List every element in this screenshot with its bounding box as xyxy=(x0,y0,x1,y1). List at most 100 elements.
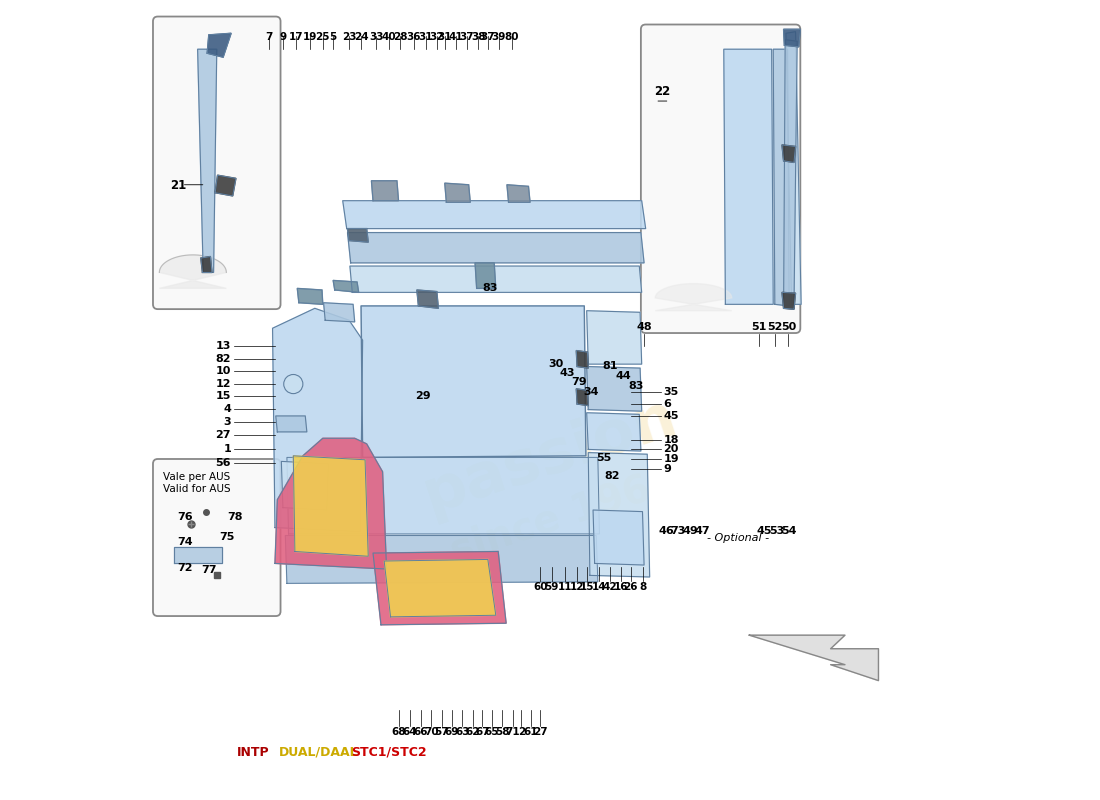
Text: 50: 50 xyxy=(781,322,796,332)
Text: 14: 14 xyxy=(592,582,606,592)
Text: 12: 12 xyxy=(216,379,231,389)
Polygon shape xyxy=(285,535,597,583)
Polygon shape xyxy=(773,50,789,306)
Text: 51: 51 xyxy=(751,322,767,332)
Text: 9: 9 xyxy=(279,32,286,42)
Text: 8: 8 xyxy=(640,582,647,592)
FancyBboxPatch shape xyxy=(153,17,280,309)
FancyBboxPatch shape xyxy=(641,25,801,333)
Polygon shape xyxy=(282,462,329,510)
Text: 76: 76 xyxy=(177,511,192,522)
Text: 28: 28 xyxy=(393,32,407,42)
Text: 52: 52 xyxy=(767,322,782,332)
Text: 57: 57 xyxy=(434,727,449,738)
Text: 43: 43 xyxy=(560,368,575,378)
Text: 45: 45 xyxy=(663,411,679,421)
Text: 69: 69 xyxy=(444,727,459,738)
Text: passion: passion xyxy=(416,387,684,525)
Polygon shape xyxy=(350,266,641,292)
Text: 27: 27 xyxy=(534,727,548,738)
Polygon shape xyxy=(507,185,530,202)
Text: 78: 78 xyxy=(227,511,243,522)
Text: 1: 1 xyxy=(223,445,231,454)
Text: 5: 5 xyxy=(330,32,337,42)
Text: 46: 46 xyxy=(659,526,674,536)
Polygon shape xyxy=(275,438,386,569)
Text: 40: 40 xyxy=(382,32,396,42)
Text: 7: 7 xyxy=(266,32,273,42)
Text: 42: 42 xyxy=(603,582,617,592)
Text: Vale per AUS: Vale per AUS xyxy=(163,472,230,482)
Text: DUAL/DAAL: DUAL/DAAL xyxy=(279,746,359,759)
Text: 12: 12 xyxy=(570,582,584,592)
Text: 39: 39 xyxy=(492,32,506,42)
Text: 58: 58 xyxy=(495,727,509,738)
Polygon shape xyxy=(343,201,646,229)
Polygon shape xyxy=(384,559,496,617)
Polygon shape xyxy=(444,183,471,202)
Text: 66: 66 xyxy=(414,727,428,738)
Polygon shape xyxy=(201,257,212,273)
Text: 61: 61 xyxy=(524,727,538,738)
Polygon shape xyxy=(273,308,363,531)
Text: 23: 23 xyxy=(342,32,356,42)
Text: 4: 4 xyxy=(223,404,231,414)
Text: 55: 55 xyxy=(596,453,612,463)
Text: 20: 20 xyxy=(663,445,679,454)
Text: 74: 74 xyxy=(177,537,192,547)
Text: 63: 63 xyxy=(455,727,470,738)
Text: 70: 70 xyxy=(424,727,439,738)
Polygon shape xyxy=(216,175,235,196)
Text: 47: 47 xyxy=(694,526,711,536)
Polygon shape xyxy=(724,50,773,304)
Polygon shape xyxy=(323,302,354,322)
Polygon shape xyxy=(749,635,879,681)
Text: 36: 36 xyxy=(406,32,421,42)
Text: 83: 83 xyxy=(628,381,643,390)
FancyBboxPatch shape xyxy=(153,459,280,616)
Polygon shape xyxy=(287,458,600,534)
Text: 48: 48 xyxy=(636,322,652,332)
Text: 56: 56 xyxy=(216,458,231,468)
Text: 72: 72 xyxy=(177,562,192,573)
Text: since 196: since 196 xyxy=(446,470,654,570)
Text: 59: 59 xyxy=(544,582,559,592)
Text: 38: 38 xyxy=(471,32,485,42)
Text: STC1/STC2: STC1/STC2 xyxy=(351,746,427,759)
Polygon shape xyxy=(576,350,588,368)
Text: 68: 68 xyxy=(392,727,406,738)
Polygon shape xyxy=(373,551,506,625)
Text: 45: 45 xyxy=(757,526,772,536)
Polygon shape xyxy=(333,281,359,292)
Text: 19: 19 xyxy=(302,32,317,42)
Text: 16: 16 xyxy=(614,582,628,592)
Polygon shape xyxy=(656,284,732,310)
Polygon shape xyxy=(786,32,801,304)
Text: 13: 13 xyxy=(216,341,231,350)
Text: 31: 31 xyxy=(438,32,452,42)
Polygon shape xyxy=(782,292,795,309)
Text: 73: 73 xyxy=(671,526,686,536)
Text: 15: 15 xyxy=(216,391,231,401)
Text: 24: 24 xyxy=(354,32,368,42)
Text: 27: 27 xyxy=(216,430,231,440)
Text: - Optional -: - Optional - xyxy=(707,533,769,543)
Polygon shape xyxy=(586,310,641,364)
Text: Valid for AUS: Valid for AUS xyxy=(163,485,230,494)
Text: 15: 15 xyxy=(580,582,594,592)
Circle shape xyxy=(284,374,302,394)
Polygon shape xyxy=(586,366,641,411)
Text: 64: 64 xyxy=(403,727,417,738)
Text: 62: 62 xyxy=(465,727,480,738)
Text: 80: 80 xyxy=(505,32,519,42)
Polygon shape xyxy=(372,181,398,201)
Text: 31: 31 xyxy=(418,32,433,42)
Text: 44: 44 xyxy=(616,371,631,381)
Polygon shape xyxy=(576,389,588,406)
Text: 54: 54 xyxy=(781,526,796,536)
Text: 81: 81 xyxy=(602,361,617,370)
Polygon shape xyxy=(294,456,368,556)
Text: 41: 41 xyxy=(449,32,463,42)
Polygon shape xyxy=(207,34,231,57)
Text: 10: 10 xyxy=(216,366,231,376)
